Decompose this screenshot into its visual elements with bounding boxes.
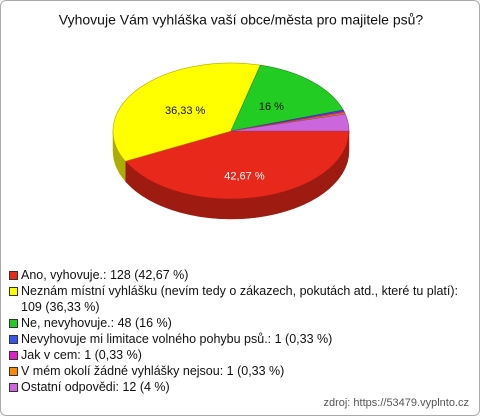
- legend-item: Neznám místní vyhlášku (nevím tedy o zák…: [9, 283, 461, 315]
- legend-swatch: [9, 383, 18, 392]
- legend-item: Ostatní odpovědi: 12 (4 %): [9, 379, 461, 395]
- slice: [230, 64, 344, 132]
- legend-item: V mém okolí žádné vyhlášky nejsou: 1 (0,…: [9, 363, 461, 379]
- legend-label: Ne, nevyhovuje.: 48 (16 %): [21, 316, 172, 330]
- legend-item: Jak v cem: 1 (0,33 %): [9, 347, 461, 363]
- legend-label: Neznám místní vyhlášku (nevím tedy o zák…: [21, 284, 459, 314]
- legend-swatch: [9, 351, 18, 360]
- data-label: 36,33 %: [165, 105, 206, 117]
- legend-swatch: [9, 367, 18, 376]
- source: zdroj: https://53479.vyplnto.cz: [323, 397, 469, 409]
- legend-swatch: [9, 335, 18, 344]
- legend-item: Nevyhovuje mi limitace volného pohybu ps…: [9, 331, 461, 347]
- data-label: 42,67 %: [224, 171, 265, 183]
- legend: Ano, vyhovuje.: 128 (42,67 %) Neznám míst…: [9, 267, 461, 395]
- legend-swatch: [9, 319, 18, 328]
- chart: Vyhovuje Vám vyhláška vaší obce/města pr…: [59, 12, 424, 220]
- legend-label: Ostatní odpovědi: 12 (4 %): [21, 380, 170, 394]
- legend-item: Ne, nevyhovuje.: 48 (16 %): [9, 315, 461, 331]
- slice: [124, 130, 350, 200]
- slice: [112, 62, 261, 162]
- legend-swatch: [9, 271, 18, 280]
- legend-label: V mém okolí žádné vyhlášky nejsou: 1 (0,…: [21, 364, 285, 378]
- legend-item: Ano, vyhovuje.: 128 (42,67 %): [9, 267, 461, 283]
- chart-title: Vyhovuje Vám vyhláška vaší obce/města pr…: [59, 12, 424, 28]
- legend-label: Nevyhovuje mi limitace volného pohybu ps…: [21, 332, 333, 346]
- legend-label: Ano, vyhovuje.: 128 (42,67 %): [21, 268, 189, 282]
- legend-swatch: [9, 287, 18, 296]
- legend-label: Jak v cem: 1 (0,33 %): [21, 348, 142, 362]
- slice: [230, 113, 350, 132]
- data-label: 16 %: [259, 101, 284, 113]
